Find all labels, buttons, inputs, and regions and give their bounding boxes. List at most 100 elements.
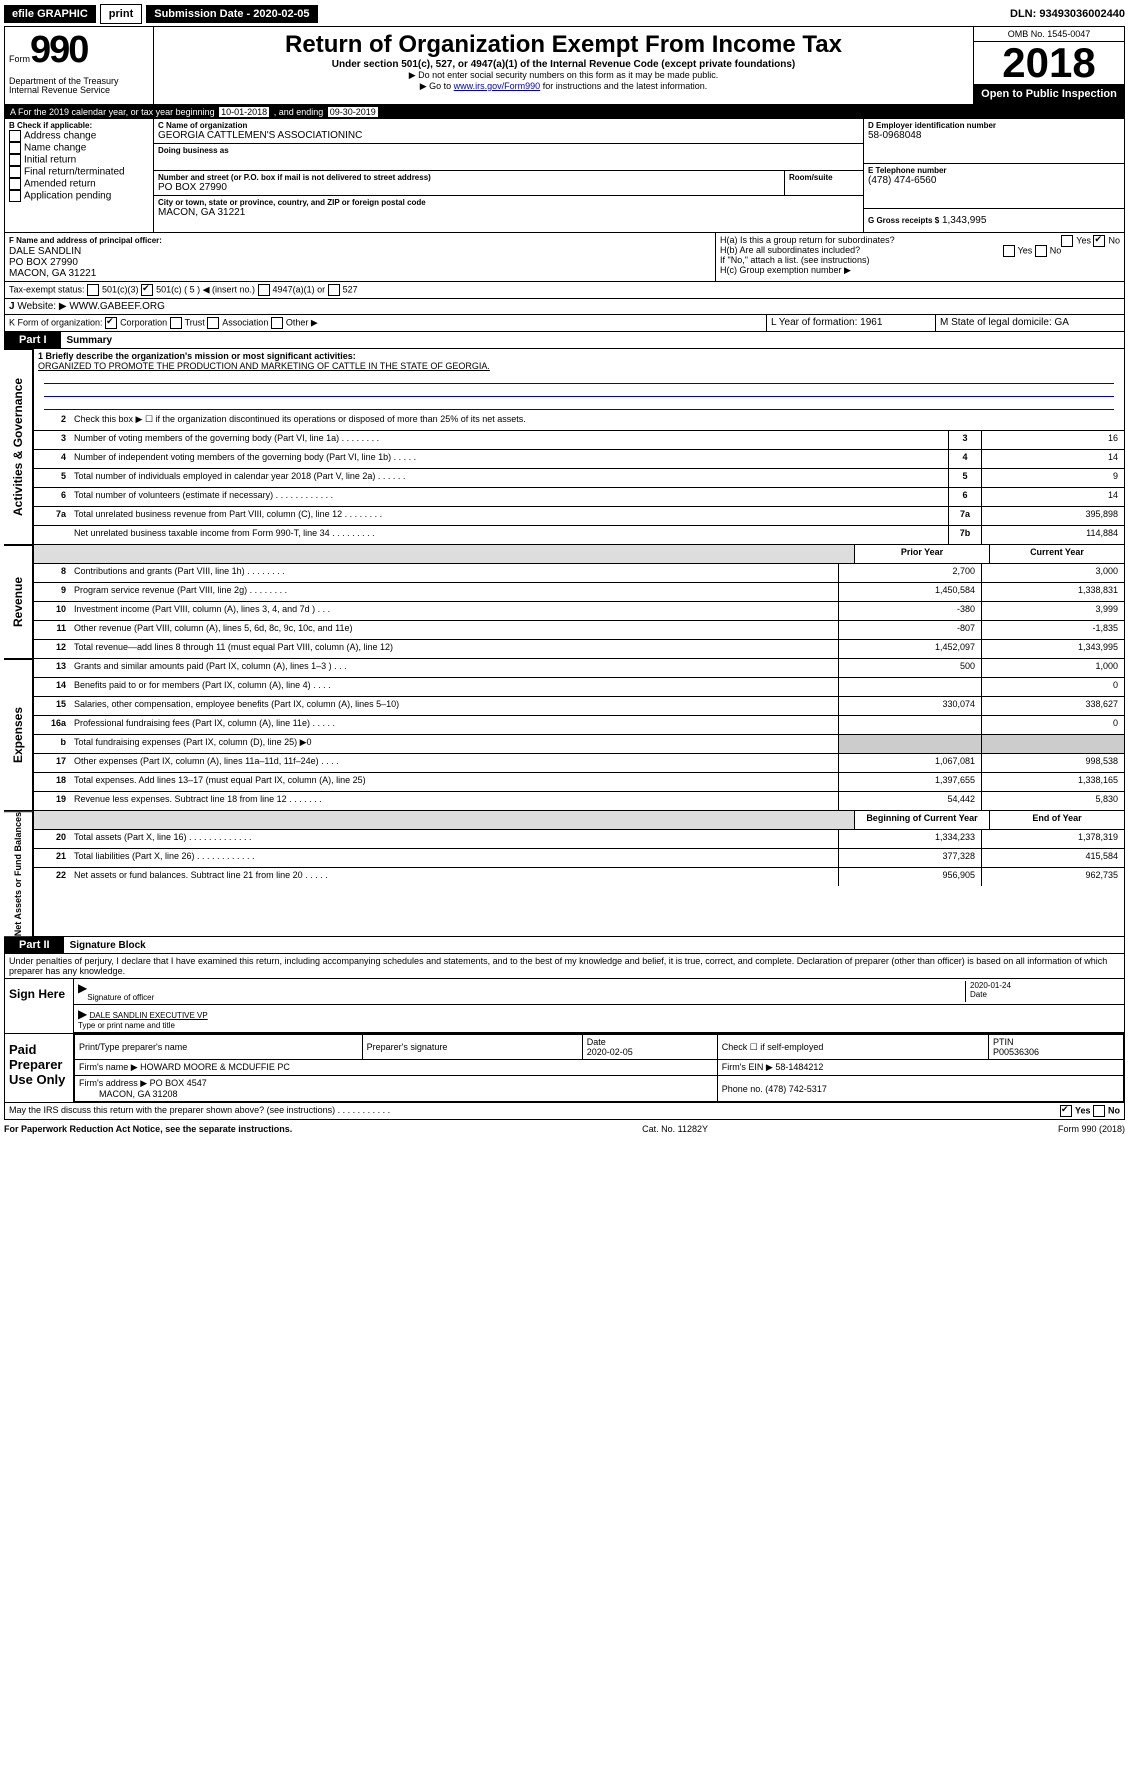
k-trust[interactable] xyxy=(170,317,182,329)
arrow-icon: ▶ xyxy=(78,981,87,1002)
ha-no[interactable] xyxy=(1093,235,1105,247)
firm-addr: PO BOX 4547 xyxy=(150,1078,207,1088)
firm-name: HOWARD MOORE & MCDUFFIE PC xyxy=(140,1062,290,1072)
dln: DLN: 93493036002440 xyxy=(1010,8,1125,20)
firm-phone: (478) 742-5317 xyxy=(765,1084,827,1094)
data-line: 9Program service revenue (Part VIII, lin… xyxy=(34,583,1124,602)
chk-initial: Initial return xyxy=(9,154,149,166)
period-begin: 10-01-2018 xyxy=(219,107,269,117)
preparer-table: Print/Type preparer's name Preparer's si… xyxy=(74,1034,1124,1102)
ts-527[interactable] xyxy=(328,284,340,296)
domicile: GA xyxy=(1055,317,1069,328)
paid-preparer: Paid Preparer Use Only Print/Type prepar… xyxy=(4,1034,1125,1103)
box-deg: D Employer identification number 58-0968… xyxy=(864,119,1124,232)
part1-header: Part I Summary xyxy=(4,332,1125,349)
gross-receipts: 1,343,995 xyxy=(942,215,987,226)
gov-line: Net unrelated business taxable income fr… xyxy=(34,526,1124,544)
k-corp[interactable] xyxy=(105,317,117,329)
data-line: 19Revenue less expenses. Subtract line 1… xyxy=(34,792,1124,810)
perjury: Under penalties of perjury, I declare th… xyxy=(4,954,1125,979)
hb-no[interactable] xyxy=(1035,245,1047,257)
data-line: 20Total assets (Part X, line 16) . . . .… xyxy=(34,830,1124,849)
ts-501c3[interactable] xyxy=(87,284,99,296)
top-bar: efile GRAPHIC print Submission Date - 20… xyxy=(4,4,1125,24)
k-assoc[interactable] xyxy=(207,317,219,329)
data-line: 18Total expenses. Add lines 13–17 (must … xyxy=(34,773,1124,792)
ha-yes[interactable] xyxy=(1061,235,1073,247)
part2-header: Part II Signature Block xyxy=(4,937,1125,954)
main-title: Return of Organization Exempt From Incom… xyxy=(158,31,969,59)
data-line: 11Other revenue (Part VIII, column (A), … xyxy=(34,621,1124,640)
chk-address: Address change xyxy=(9,130,149,142)
data-line: 12Total revenue—add lines 8 through 11 (… xyxy=(34,640,1124,658)
chk-pending: Application pending xyxy=(9,190,149,202)
tax-status-row: Tax-exempt status: 501(c)(3) 501(c) ( 5 … xyxy=(4,282,1125,299)
form-id-box: Form990 Department of the Treasury Inter… xyxy=(5,27,154,104)
discuss-yes[interactable] xyxy=(1060,1105,1072,1117)
info-row-2: F Name and address of principal officer:… xyxy=(4,233,1125,282)
data-line: 10Investment income (Part VIII, column (… xyxy=(34,602,1124,621)
form-number: 990 xyxy=(30,29,87,71)
phone: (478) 474-6560 xyxy=(868,175,1120,186)
ts-4947[interactable] xyxy=(258,284,270,296)
chk-name: Name change xyxy=(9,142,149,154)
subtitle: Under section 501(c), 527, or 4947(a)(1)… xyxy=(158,59,969,70)
chk-amended: Amended return xyxy=(9,178,149,190)
title-box: Return of Organization Exempt From Incom… xyxy=(154,27,973,104)
info-row-1: B Check if applicable: Address change Na… xyxy=(4,119,1125,233)
hb-yes[interactable] xyxy=(1003,245,1015,257)
officer-sig-name: DALE SANDLIN EXECUTIVE VP xyxy=(89,1011,207,1020)
sign-here: Sign Here ▶ Signature of officer 2020-01… xyxy=(4,979,1125,1034)
section-governance: Activities & Governance 1 Briefly descri… xyxy=(4,349,1125,545)
officer-name: DALE SANDLIN xyxy=(9,246,81,257)
arrow-icon: ▶ xyxy=(78,1007,87,1021)
prep-date: 2020-02-05 xyxy=(587,1047,633,1057)
col-end: End of Year xyxy=(989,811,1124,829)
k-other[interactable] xyxy=(271,317,283,329)
form-header: Form990 Department of the Treasury Inter… xyxy=(4,26,1125,105)
website: WWW.GABEEF.ORG xyxy=(69,301,165,312)
irs-link[interactable]: www.irs.gov/Form990 xyxy=(454,81,541,91)
col-prior: Prior Year xyxy=(854,545,989,563)
firm-ein: 58-1484212 xyxy=(775,1062,823,1072)
org-city: MACON, GA 31221 xyxy=(158,207,859,218)
box-h: H(a) Is this a group return for subordin… xyxy=(716,233,1124,281)
box-f: F Name and address of principal officer:… xyxy=(5,233,716,281)
col-current: Current Year xyxy=(989,545,1124,563)
side-net: Net Assets or Fund Balances xyxy=(4,811,33,937)
section-revenue: Revenue Prior Year Current Year 8Contrib… xyxy=(4,545,1125,659)
open-public: Open to Public Inspection xyxy=(974,84,1124,104)
footer: For Paperwork Reduction Act Notice, see … xyxy=(4,1120,1125,1138)
submission-date: Submission Date - 2020-02-05 xyxy=(146,5,317,23)
ts-501c[interactable] xyxy=(141,284,153,296)
col-begin: Beginning of Current Year xyxy=(854,811,989,829)
box-c: C Name of organization GEORGIA CATTLEMEN… xyxy=(154,119,864,232)
dept-treasury: Department of the Treasury Internal Reve… xyxy=(9,77,149,95)
section-expenses: Expenses 13Grants and similar amounts pa… xyxy=(4,659,1125,811)
discuss-row: May the IRS discuss this return with the… xyxy=(4,1103,1125,1120)
side-revenue: Revenue xyxy=(4,545,33,659)
section-net: Net Assets or Fund Balances Beginning of… xyxy=(4,811,1125,937)
form-word: Form xyxy=(9,54,30,64)
klm-row: K Form of organization: Corporation Trus… xyxy=(4,315,1125,332)
gov-line: 4Number of independent voting members of… xyxy=(34,450,1124,469)
data-line: 15Salaries, other compensation, employee… xyxy=(34,697,1124,716)
period-bar: A For the 2019 calendar year, or tax yea… xyxy=(4,105,1125,119)
data-line: 16aProfessional fundraising fees (Part I… xyxy=(34,716,1124,735)
data-line: 14Benefits paid to or for members (Part … xyxy=(34,678,1124,697)
data-line: 8Contributions and grants (Part VIII, li… xyxy=(34,564,1124,583)
org-name: GEORGIA CATTLEMEN'S ASSOCIATIONINC xyxy=(158,130,859,141)
year-formation: 1961 xyxy=(860,317,882,328)
side-governance: Activities & Governance xyxy=(4,349,33,545)
chk-final: Final return/terminated xyxy=(9,166,149,178)
print-button[interactable]: print xyxy=(100,4,142,24)
period-end: 09-30-2019 xyxy=(328,107,378,117)
gov-line: 7aTotal unrelated business revenue from … xyxy=(34,507,1124,526)
discuss-no[interactable] xyxy=(1093,1105,1105,1117)
website-row: J Website: ▶ WWW.GABEEF.ORG xyxy=(4,299,1125,315)
gov-line: 3Number of voting members of the governi… xyxy=(34,431,1124,450)
mission: ORGANIZED TO PROMOTE THE PRODUCTION AND … xyxy=(38,361,490,371)
ein: 58-0968048 xyxy=(868,130,1120,141)
box-b: B Check if applicable: Address change Na… xyxy=(5,119,154,232)
gov-line: 5Total number of individuals employed in… xyxy=(34,469,1124,488)
